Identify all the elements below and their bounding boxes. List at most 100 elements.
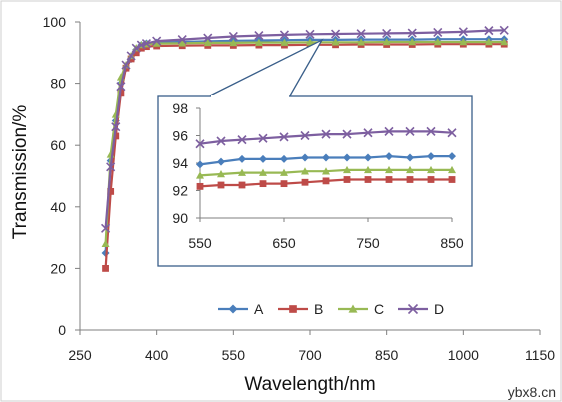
point-D-23 (499, 25, 509, 35)
legend-marker-B (289, 305, 297, 313)
inset-point-C-12 (448, 165, 456, 174)
inset-point-C-9 (385, 165, 393, 174)
point-C-10 (178, 39, 187, 47)
point-D-16 (330, 29, 341, 39)
inset-point-B-12 (448, 176, 456, 183)
inset-point-D-8-stroke-b (363, 128, 373, 138)
point-D-12-stroke-b (228, 31, 238, 42)
point-D-5 (126, 51, 136, 61)
point-D-18-stroke-b (382, 28, 392, 38)
point-D-2-stroke-b (111, 122, 121, 132)
y-tick-label-5: 100 (43, 14, 67, 30)
point-C-13 (254, 38, 263, 46)
y-tick-label-3: 60 (50, 137, 66, 153)
inset-point-D-12 (447, 128, 457, 138)
inset-point-C-5 (301, 167, 309, 175)
point-D-21-stroke-b (458, 27, 468, 37)
x-axis-title: Wavelength/nm (244, 374, 375, 395)
inset-point-B-8 (364, 176, 372, 183)
legend-label-C: C (374, 301, 384, 317)
point-D-3-stroke-b (116, 82, 126, 92)
point-C-17 (357, 38, 366, 46)
inset-x-tick-label-2: 750 (356, 235, 380, 251)
inset-point-A-3 (259, 154, 267, 163)
inset-point-D-4 (279, 132, 289, 142)
inset-point-A-11 (427, 152, 435, 161)
point-D-6-stroke-b (131, 43, 141, 53)
inset-point-B-6 (322, 177, 330, 185)
inset-point-D-9-stroke-b (384, 126, 394, 136)
inset-point-D-11-stroke-b (426, 126, 436, 136)
point-D-19 (407, 28, 417, 38)
legend-item-D: D (398, 301, 444, 317)
inset-point-D-1-stroke-b (216, 136, 226, 146)
inset-point-A-1 (217, 157, 225, 166)
inset-point-A-7 (343, 153, 351, 162)
point-D-14-stroke-b (279, 30, 290, 40)
inset-point-D-7 (342, 129, 352, 139)
x-tick-label-4: 850 (375, 347, 399, 363)
point-D-19-stroke-b (407, 28, 417, 38)
inset-point-A-10 (406, 153, 414, 162)
series-D (100, 25, 509, 233)
inset-point-B-3 (259, 180, 267, 188)
point-D-4 (121, 60, 131, 70)
point-C-12 (229, 38, 238, 47)
point-C-14 (280, 38, 289, 46)
point-C-0 (101, 239, 110, 247)
inset-x-tick-label-0: 550 (188, 235, 212, 251)
legend-label-B: B (314, 301, 323, 317)
inset-point-C-1 (217, 170, 225, 178)
inset-point-D-1 (216, 136, 226, 146)
point-D-0-stroke-b (100, 223, 111, 233)
point-C-22 (484, 38, 493, 46)
inset-point-D-0 (195, 139, 205, 149)
point-D-13 (254, 30, 264, 41)
inset-point-D-6-stroke-b (321, 129, 331, 139)
point-D-10 (177, 34, 187, 45)
point-C-20 (433, 38, 442, 46)
point-D-5-stroke-b (126, 51, 136, 61)
point-D-10-stroke-b (177, 34, 187, 45)
inset-plot: 550 650 750 850 90 92 94 96 98 (157, 38, 473, 267)
point-C-18 (382, 38, 391, 46)
point-C-19 (408, 38, 417, 46)
point-C-11 (203, 38, 212, 47)
inset-point-D-2-stroke-b (237, 135, 247, 145)
point-D-3 (116, 82, 126, 92)
point-D-7 (136, 40, 146, 50)
inset-point-A-8 (364, 153, 372, 162)
inset-series-D (195, 126, 457, 149)
inset-point-D-4-stroke-b (279, 132, 289, 142)
point-D-15-stroke-b (305, 29, 315, 39)
y-tick-label-1: 20 (50, 260, 66, 276)
inset-point-B-9 (385, 176, 393, 183)
legend-marker-A (228, 304, 238, 314)
point-B-0 (102, 265, 109, 272)
inset-point-C-6 (322, 167, 330, 175)
point-D-1-stroke-b (106, 162, 116, 172)
point-D-23-stroke-b (499, 25, 509, 35)
inset-point-D-3 (258, 133, 268, 143)
inset-point-D-2 (237, 135, 247, 145)
inset-point-C-3 (259, 168, 267, 176)
point-B-6 (132, 49, 140, 57)
point-D-20-stroke-b (433, 27, 443, 38)
inset-x-tick-label-1: 650 (272, 235, 296, 251)
y-axis-title: Transmission/% (10, 105, 31, 240)
point-D-11-stroke-b (203, 33, 213, 43)
x-tick-label-6: 1150 (525, 347, 555, 363)
inset-series-B (196, 176, 456, 190)
inset-point-A-6 (322, 153, 330, 162)
inset-point-D-9 (384, 126, 394, 136)
point-D-13-stroke-b (254, 30, 264, 41)
inset-y-tick-label-4: 98 (172, 100, 188, 116)
inset-point-D-6 (321, 129, 331, 139)
point-D-7-stroke-b (136, 40, 146, 50)
point-D-14 (279, 30, 290, 40)
x-tick-label-3: 700 (298, 347, 322, 363)
inset-y-tick-label-1: 92 (172, 183, 188, 199)
point-C-15 (306, 38, 314, 46)
legend-item-A: A (218, 301, 264, 317)
legend-marker-C (348, 304, 358, 313)
